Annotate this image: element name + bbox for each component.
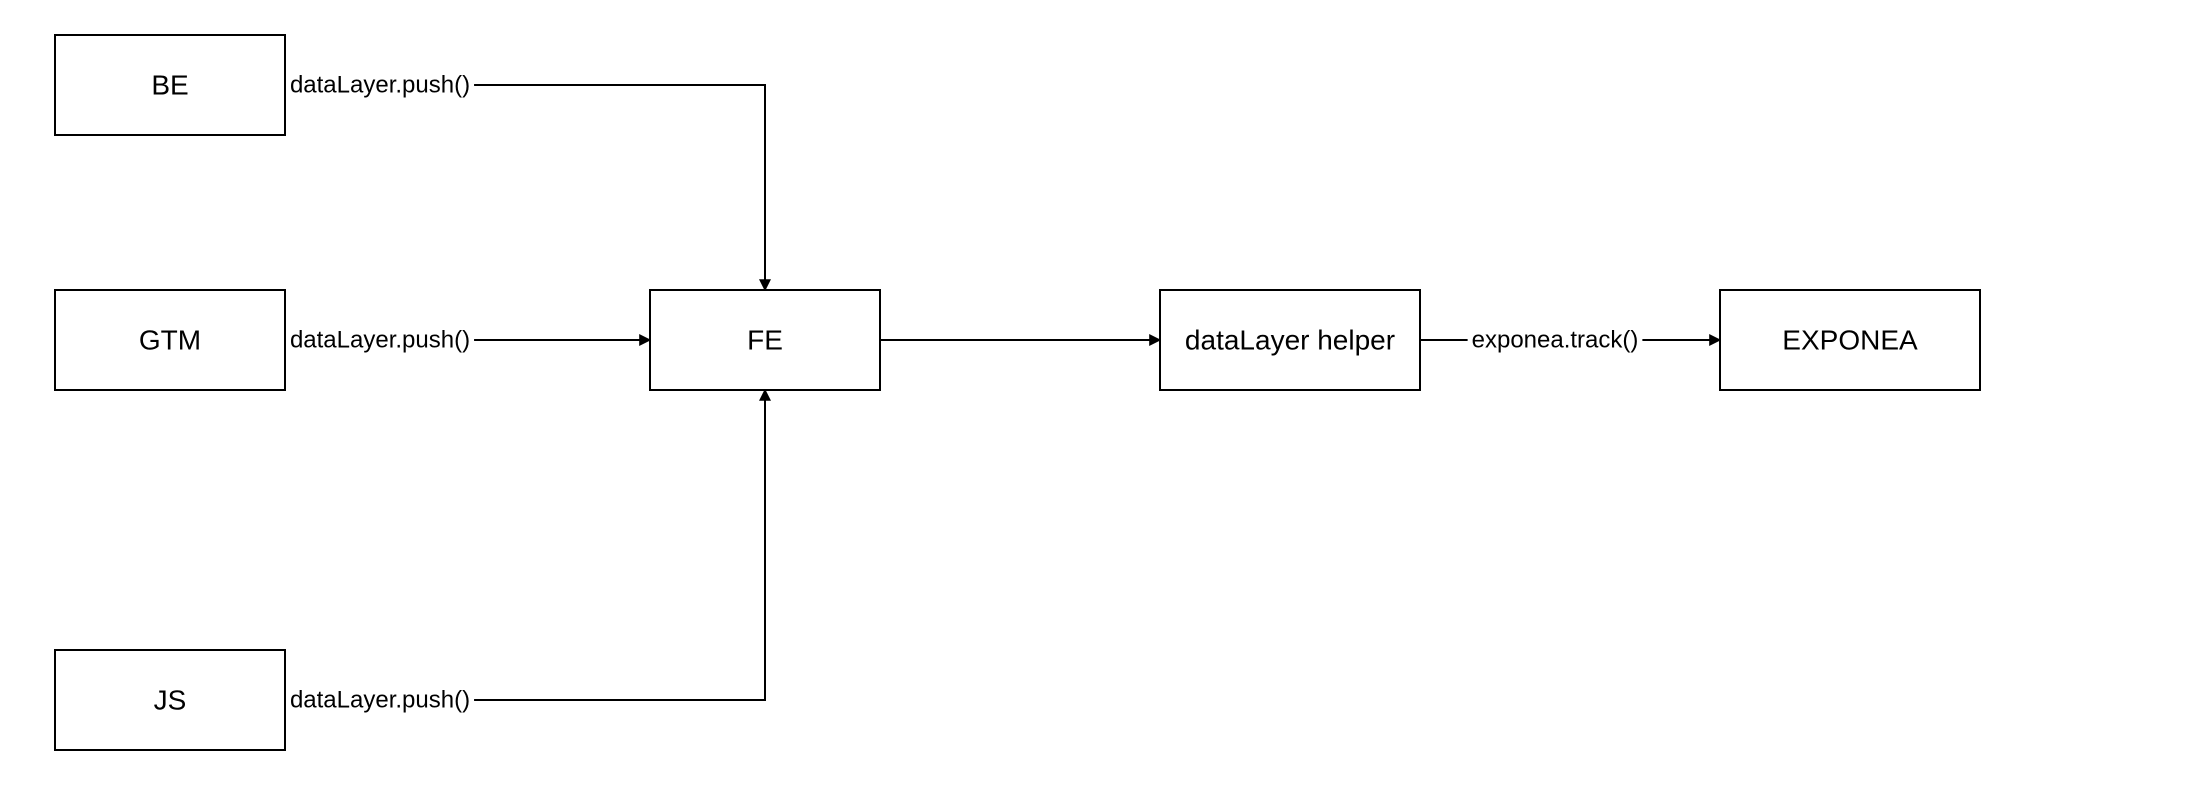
node-label: JS — [154, 685, 187, 716]
edge-label: dataLayer.push() — [290, 327, 470, 354]
edge-label: exponea.track() — [1472, 327, 1639, 354]
edge-label: dataLayer.push() — [290, 687, 470, 714]
node-exponea: EXPONEA — [1720, 290, 1980, 390]
edge-be-fe: dataLayer.push() — [285, 69, 765, 290]
nodes-layer: BE GTM JS FE dataLayer helper EXPONEA — [55, 35, 1980, 750]
node-js: JS — [55, 650, 285, 750]
node-fe: FE — [650, 290, 880, 390]
node-label: BE — [151, 70, 188, 101]
node-label: dataLayer helper — [1185, 325, 1395, 356]
node-be: BE — [55, 35, 285, 135]
edge-label: dataLayer.push() — [290, 72, 470, 99]
edges-layer: dataLayer.push() dataLayer.push() dataLaye… — [285, 69, 1720, 716]
node-label: GTM — [139, 325, 201, 356]
node-label: EXPONEA — [1782, 325, 1918, 356]
node-dlhelper: dataLayer helper — [1160, 290, 1420, 390]
edge-gtm-fe: dataLayer.push() — [285, 324, 650, 356]
flowchart: dataLayer.push() dataLayer.push() dataLaye… — [0, 0, 2186, 786]
node-gtm: GTM — [55, 290, 285, 390]
edge-dlhelper-exponea: exponea.track() — [1420, 324, 1720, 356]
node-label: FE — [747, 325, 783, 356]
edge-js-fe: dataLayer.push() — [285, 390, 765, 716]
